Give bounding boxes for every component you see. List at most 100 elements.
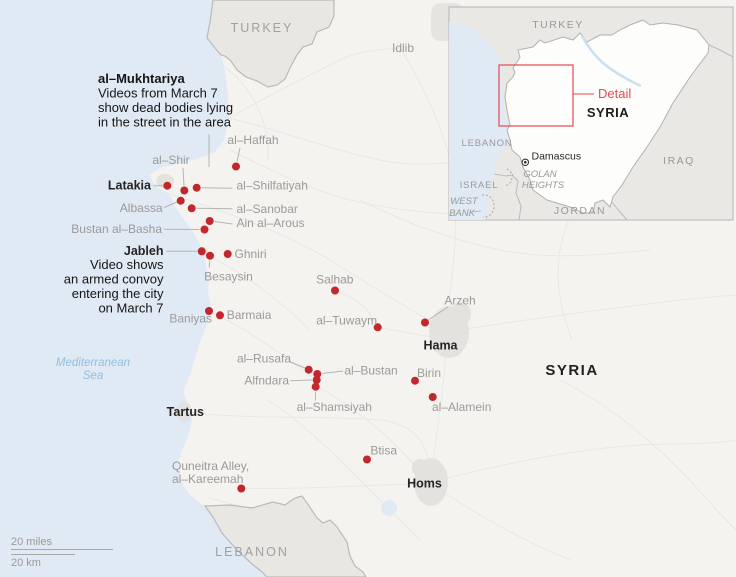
place-label-jableh: Jableh (124, 244, 164, 258)
annotation-line: entering the city (72, 286, 164, 301)
event-dot-quneitra-alley (237, 484, 246, 493)
leader-line-al-bustan (321, 370, 344, 374)
country-label-syria: SYRIA (545, 362, 598, 379)
leader-line-al-rusafa (288, 361, 306, 369)
annotation-line: Videos from March 7 (98, 86, 218, 101)
annotation-line: on March 7 (98, 301, 163, 316)
turkey-region (206, 0, 335, 88)
sea-label-line2: Sea (83, 370, 103, 382)
place-label-idlib: Idlib (392, 41, 414, 55)
inset-syria-shape (504, 19, 710, 214)
event-dots-layer (163, 162, 437, 493)
place-label-arzeh: Arzeh (444, 294, 475, 308)
event-dot-latakia (163, 181, 172, 190)
place-label-btisa: Btisa (370, 444, 397, 458)
inset-label-israel: ISRAEL (460, 180, 499, 191)
event-dot-al-sanobar (187, 204, 196, 213)
inset-label-detail: Detail (598, 86, 631, 101)
event-dot-jableh (197, 247, 206, 256)
leader-line-al-haffah (236, 147, 241, 162)
place-label-quneitra-alley: Quneitra Alley, (172, 459, 249, 473)
place-label-al-sanobar: al–Sanobar (237, 202, 298, 216)
event-dot-besaysin (206, 251, 214, 260)
inset-label-turkey: TURKEY (532, 19, 584, 31)
urban-area-hama-north (451, 302, 471, 326)
leader-line-al-sanobar (196, 207, 233, 210)
urban-area-tartus (176, 402, 192, 422)
event-dot-barmaia (216, 311, 224, 320)
country-label-turkey: TURKEY (231, 21, 294, 35)
event-dot-birin (411, 376, 419, 385)
scale-km-label: 20 km (11, 557, 41, 569)
event-dot-al-bustan (313, 370, 322, 378)
place-label-besaysin: Besaysin (204, 270, 253, 284)
place-label-hama: Hama (423, 339, 458, 353)
place-label-al-rusafa: al–Rusafa (237, 352, 291, 366)
event-dot-al-alamein (428, 393, 437, 401)
sea-label-line1: Mediterranean (56, 357, 130, 369)
place-label-ain-al-arous: Ain al–Arous (237, 216, 305, 230)
event-dot-al-tuwaym (373, 323, 382, 332)
place-label-bustan-al-basha: Bustan al–Basha (71, 222, 162, 236)
place-label-homs: Homs (407, 477, 442, 491)
place-label-ghniri: Ghniri (235, 247, 267, 261)
inset-label-syria: SYRIA (587, 105, 629, 120)
inset-label-damascus: Damascus (532, 151, 582, 163)
lebanon-region (203, 495, 367, 577)
annotation-line: Video shows (90, 257, 164, 272)
event-dot-salhab (331, 286, 339, 295)
event-dot-arzeh (421, 318, 429, 327)
scale-miles-label: 20 miles (11, 536, 52, 548)
leader-lines-layer (153, 147, 449, 401)
place-label-al-shamsiyah: al–Shamsiyah (297, 400, 372, 414)
event-dot-al-shamsiyah (311, 382, 320, 391)
leader-line-ain-al-arous (214, 221, 233, 225)
annotation-line: an armed convoy (64, 272, 164, 287)
leader-line-al-shir (182, 167, 185, 186)
lake-qattinah (381, 500, 397, 516)
inset-label-jordan: JORDAN (554, 205, 606, 217)
inset-dashed-borders (481, 168, 514, 218)
inset-borders (471, 44, 734, 221)
inset-euphrates-river (580, 35, 642, 88)
place-label-al-tuwaym: al–Tuwaym (316, 314, 377, 328)
leader-line-al-shilfatiyah (201, 187, 233, 189)
place-label-albassa: Albassa (120, 201, 163, 215)
detail-extent-box (498, 64, 574, 127)
scale-bar: 20 miles 20 km (11, 536, 113, 569)
event-dot-alfndara (312, 376, 321, 384)
place-label-al-alamein: al–Alamein (432, 400, 491, 414)
event-dot-ghniri (223, 250, 232, 258)
country-label-lebanon: LEBANON (215, 545, 289, 559)
place-label-alfndara: Alfndara (244, 374, 289, 388)
event-dot-al-shir (180, 186, 189, 195)
inset-label-golan: GOLAN (523, 169, 556, 180)
event-dot-bustan-al-basha (200, 225, 209, 234)
annotation-line: in the street in the area (98, 115, 232, 130)
damascus-marker-inner (524, 161, 527, 164)
place-label-birin: Birin (417, 366, 441, 380)
inset-map: TURKEY SYRIA Detail LEBANON Damascus GOLANHEI… (448, 6, 734, 221)
inset-label-heights: HEIGHTS (522, 180, 565, 191)
event-dot-al-shilfatiyah (192, 183, 201, 192)
inset-sea (449, 22, 510, 220)
place-label-tartus: Tartus (167, 405, 204, 419)
inset-label-lebanon: LEBANON (461, 138, 512, 149)
event-dot-ain-al-arous (205, 217, 214, 225)
event-dot-btisa (363, 455, 371, 464)
inset-dynamic-layer: TURKEY SYRIA Detail LEBANON Damascus GOLANHEI… (449, 19, 695, 219)
leader-line-albassa (163, 201, 178, 208)
inset-label-iraq: IRAQ (663, 155, 695, 167)
inset-label-west: WEST (450, 196, 479, 207)
place-label-al-bustan: al–Bustan (344, 364, 397, 378)
place-label-baniyas: Baniyas (169, 312, 212, 326)
annotation-line: show dead bodies lying (98, 100, 233, 115)
place-label-barmaia: Barmaia (227, 308, 272, 322)
place-label-al-haffah: al–Haffah (227, 133, 278, 147)
event-dot-albassa (176, 196, 185, 205)
annotation-title-al-mukhtariya: al–Mukhtariya (98, 71, 185, 86)
